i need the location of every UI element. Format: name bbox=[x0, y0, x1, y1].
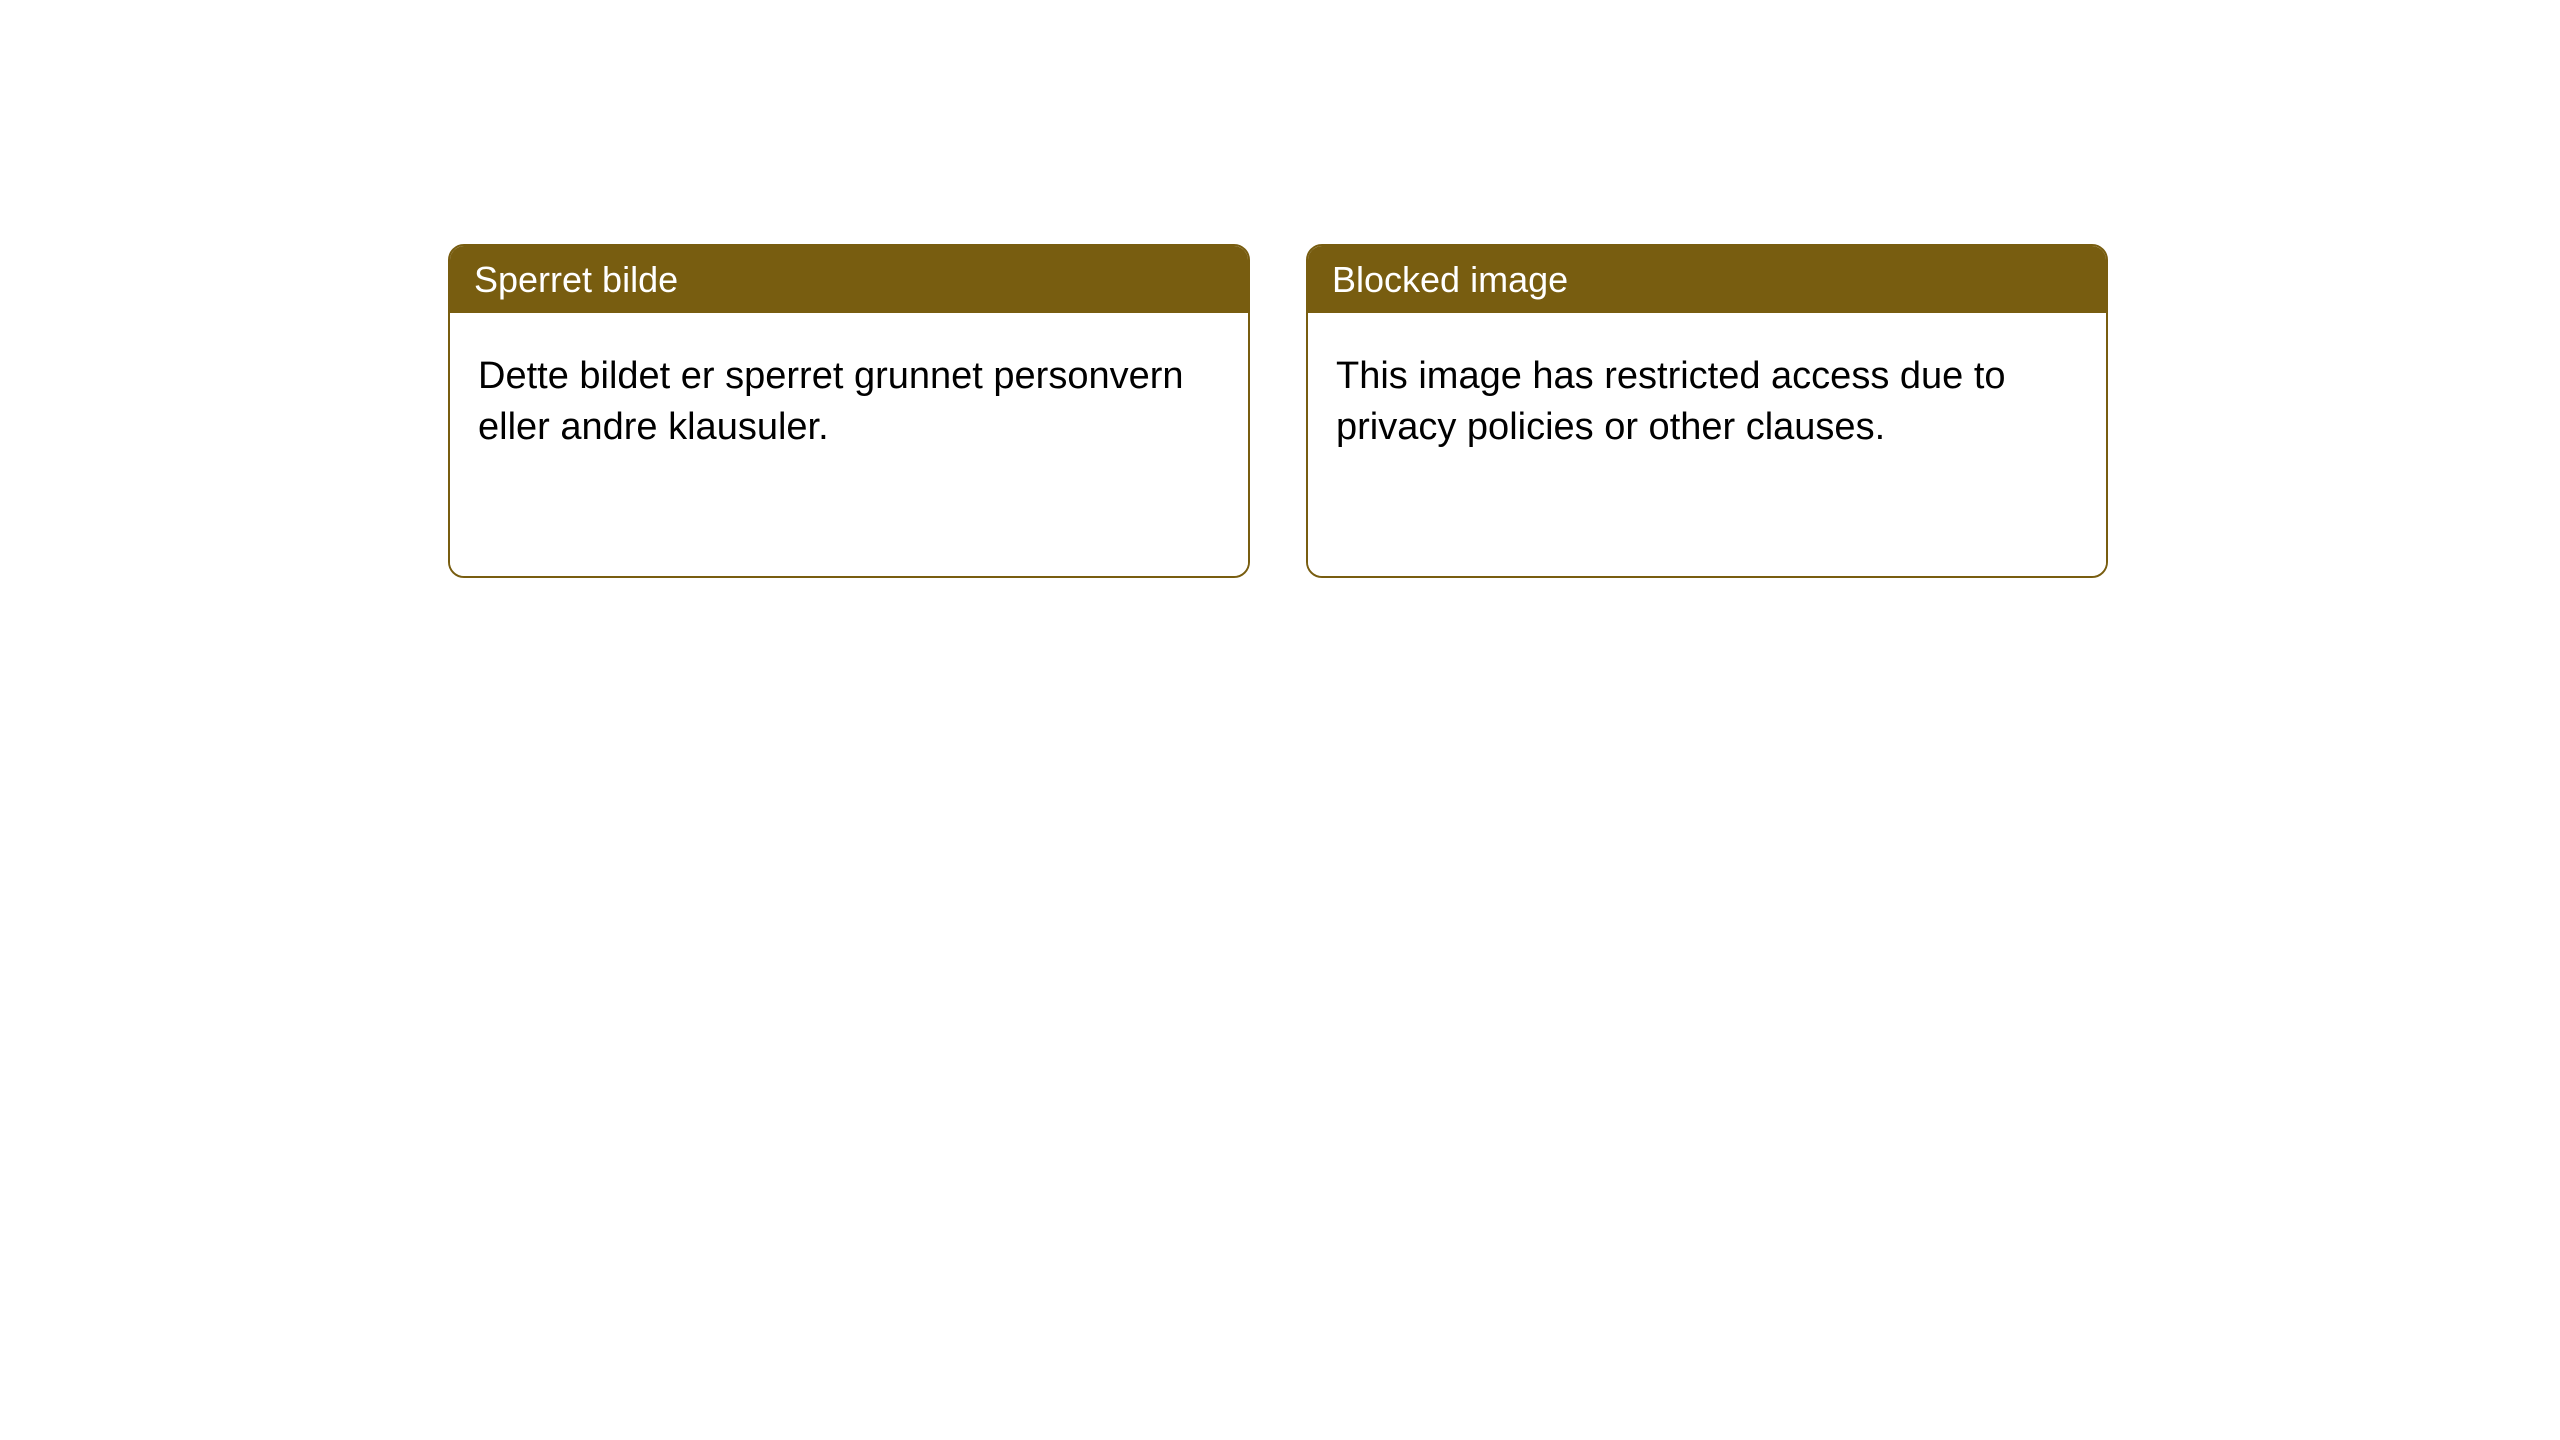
notice-card-english: Blocked image This image has restricted … bbox=[1306, 244, 2108, 578]
notice-title-norwegian: Sperret bilde bbox=[450, 246, 1248, 313]
notice-title-english: Blocked image bbox=[1308, 246, 2106, 313]
notice-card-norwegian: Sperret bilde Dette bildet er sperret gr… bbox=[448, 244, 1250, 578]
notice-body-norwegian: Dette bildet er sperret grunnet personve… bbox=[450, 313, 1248, 576]
notice-container: Sperret bilde Dette bildet er sperret gr… bbox=[448, 244, 2560, 578]
notice-body-english: This image has restricted access due to … bbox=[1308, 313, 2106, 576]
